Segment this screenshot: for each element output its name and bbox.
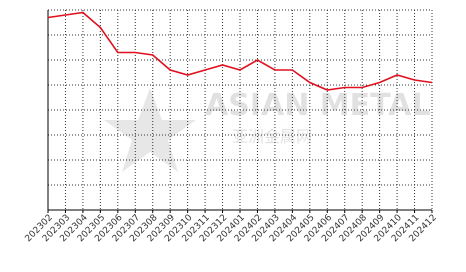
watermark: ASIAN METAL 亚洲金属网 xyxy=(104,88,431,172)
watermark-text: ASIAN METAL xyxy=(205,88,431,123)
line-series xyxy=(47,11,433,91)
watermark-subtext: 亚洲金属网 xyxy=(232,127,312,146)
watermark-logo xyxy=(104,88,196,172)
